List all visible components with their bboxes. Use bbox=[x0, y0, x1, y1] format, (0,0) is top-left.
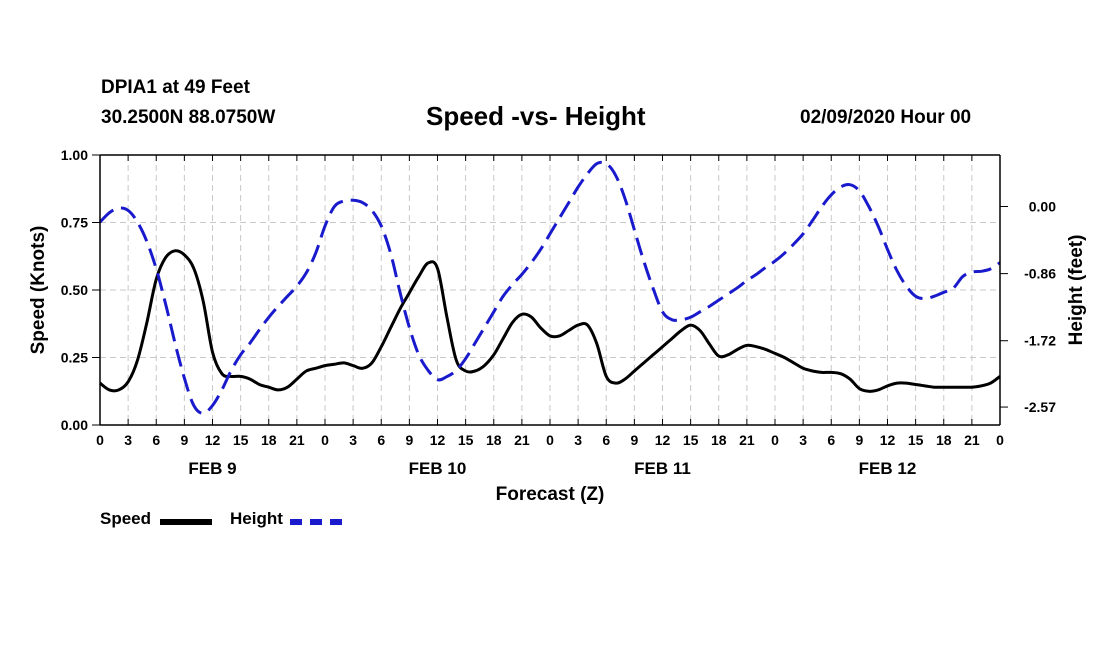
x-tick-label: 9 bbox=[855, 432, 863, 448]
x-tick-label: 15 bbox=[683, 432, 699, 448]
x-tick-label: 9 bbox=[405, 432, 413, 448]
x-tick-label: 12 bbox=[655, 432, 671, 448]
x-tick-label: 15 bbox=[233, 432, 249, 448]
speed-series-line bbox=[99, 249, 1001, 393]
x-tick-label: 6 bbox=[377, 432, 385, 448]
x-tick-label: 15 bbox=[908, 432, 924, 448]
y-tick-label: 1.00 bbox=[61, 147, 88, 163]
x-axis-label: Forecast (Z) bbox=[496, 484, 605, 505]
x-tick-label: 12 bbox=[880, 432, 896, 448]
x-tick-label: 12 bbox=[205, 432, 221, 448]
station-name: DPIA1 at 49 Feet bbox=[101, 77, 250, 98]
x-tick-label: 3 bbox=[124, 432, 132, 448]
x-tick-label: 21 bbox=[964, 432, 980, 448]
station-coordinates: 30.2500N 88.0750W bbox=[101, 107, 276, 128]
x-tick-label: 0 bbox=[546, 432, 554, 448]
y2-tick-label: -0.86 bbox=[1024, 266, 1056, 282]
y-tick-label: 0.50 bbox=[61, 282, 88, 298]
x-tick-label: 9 bbox=[180, 432, 188, 448]
y2-tick-label: 0.00 bbox=[1029, 199, 1056, 215]
series-layer bbox=[98, 160, 1001, 415]
x-tick-label: 0 bbox=[771, 432, 779, 448]
chart-title: Speed -vs- Height bbox=[426, 101, 646, 131]
y2-tick-label: -2.57 bbox=[1024, 399, 1056, 415]
x-tick-label: 3 bbox=[349, 432, 357, 448]
x-tick-label: 18 bbox=[261, 432, 277, 448]
legend-speed-label: Speed bbox=[100, 509, 152, 528]
day-label: FEB 12 bbox=[859, 459, 917, 478]
y-axis-label: Speed (Knots) bbox=[28, 226, 49, 355]
x-tick-label: 3 bbox=[574, 432, 582, 448]
x-tick-label: 18 bbox=[936, 432, 952, 448]
x-tick-label: 21 bbox=[739, 432, 755, 448]
x-tick-label: 15 bbox=[458, 432, 474, 448]
y-tick-label: 0.00 bbox=[61, 417, 88, 433]
x-tick-label: 6 bbox=[827, 432, 835, 448]
legend-height-swatch bbox=[290, 519, 342, 525]
tick-labels: 0 3 6 9 12 15 18 21 0 3 6 9 12 15 18 21 0 3 6 9 12 15 18 21 0 3 6 9… bbox=[61, 147, 1056, 478]
x-tick-label: 6 bbox=[602, 432, 610, 448]
y2-axis-label: Height (feet) bbox=[1066, 235, 1087, 346]
grid bbox=[100, 155, 1000, 425]
y-tick-label: 0.75 bbox=[61, 215, 88, 231]
legend-height-label: Height bbox=[230, 509, 283, 528]
x-tick-label: 0 bbox=[96, 432, 104, 448]
axes bbox=[92, 154, 1008, 426]
x-tick-label: 18 bbox=[486, 432, 502, 448]
y2-tick-label: -1.72 bbox=[1024, 333, 1056, 349]
height-series-line bbox=[98, 160, 1001, 415]
x-tick-label: 9 bbox=[630, 432, 638, 448]
x-tick-label: 21 bbox=[289, 432, 305, 448]
day-label: FEB 11 bbox=[634, 459, 691, 478]
x-tick-label: 0 bbox=[321, 432, 329, 448]
day-label: FEB 9 bbox=[188, 459, 236, 478]
x-tick-label: 0 bbox=[996, 432, 1004, 448]
x-tick-label: 6 bbox=[152, 432, 160, 448]
legend-speed-swatch bbox=[160, 519, 212, 525]
y-tick-label: 0.25 bbox=[61, 350, 88, 366]
x-tick-label: 3 bbox=[799, 432, 807, 448]
day-label: FEB 10 bbox=[409, 459, 467, 478]
x-tick-label: 12 bbox=[430, 432, 446, 448]
x-tick-label: 21 bbox=[514, 432, 530, 448]
issue-time: 02/09/2020 Hour 00 bbox=[800, 107, 972, 128]
x-tick-label: 18 bbox=[711, 432, 727, 448]
